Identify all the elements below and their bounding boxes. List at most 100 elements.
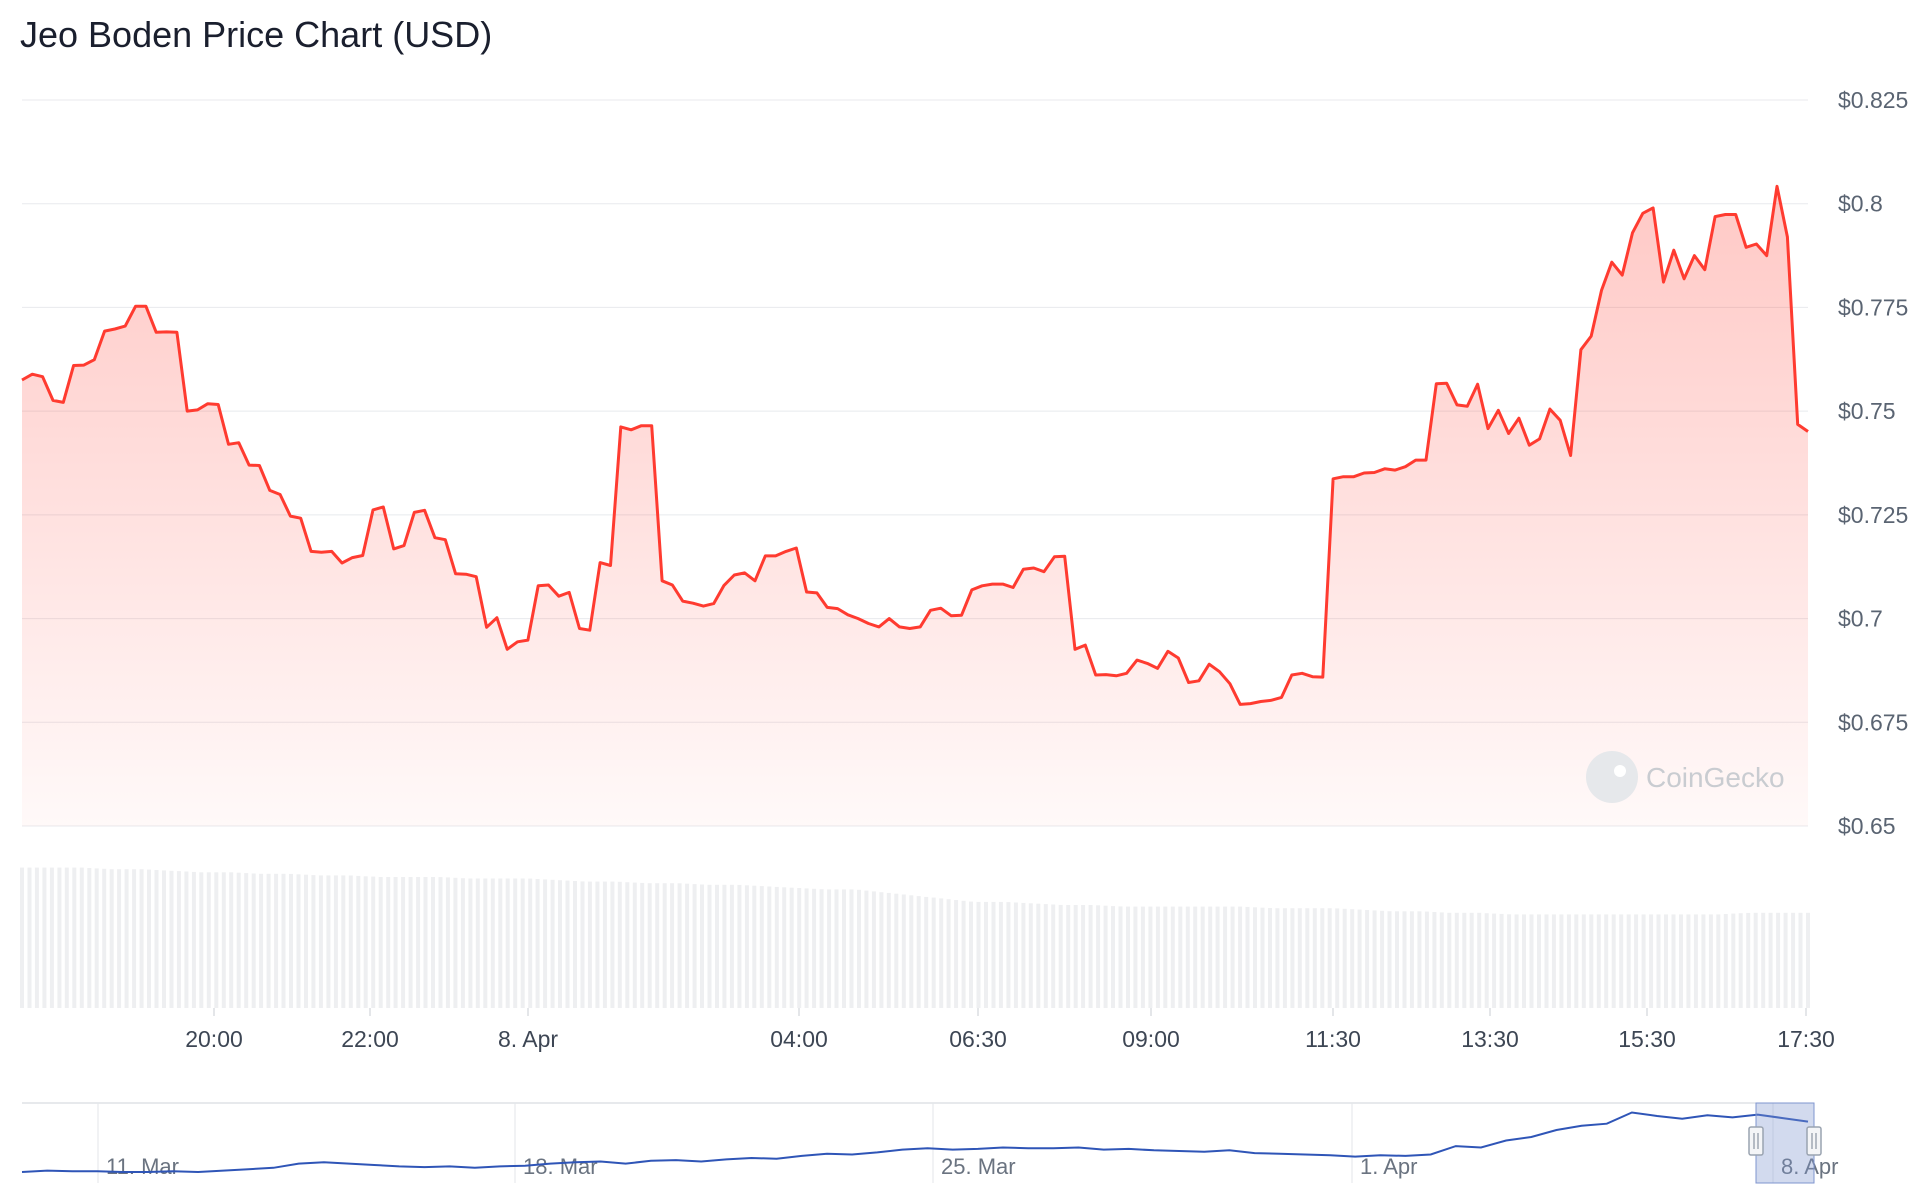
volume-bar [1312,908,1317,1008]
volume-bar [87,868,92,1008]
volume-bar [1656,914,1661,1008]
volume-bar [498,878,503,1008]
volume-bar [1006,902,1011,1008]
volume-bar [244,873,249,1008]
volume-bar [1096,905,1101,1008]
volume-bar [214,872,219,1008]
volume-bar [640,882,645,1008]
volume-bar [789,887,794,1008]
price-line[interactable] [21,184,1809,706]
volume-bar [685,883,690,1008]
volume-bar [1148,906,1153,1008]
volume-bar [969,901,973,1008]
price-area-fill [22,186,1808,827]
navigator-tick-label: 11. Mar [106,1154,179,1179]
volume-bar [468,878,473,1008]
volume-bar [199,872,204,1008]
range-navigator[interactable]: 11. Mar 18. Mar 25. Mar 1. Apr 8. Apr [21,1102,1838,1184]
volume-bar [132,869,137,1008]
volume-bar [1088,905,1093,1008]
volume-bar [580,881,585,1008]
volume-bar [1731,913,1736,1008]
volume-bar [1417,911,1422,1008]
volume-bar [602,881,607,1008]
volume-bar [662,883,667,1008]
volume-bar [1215,906,1220,1008]
volume-bar [408,877,413,1008]
volume-bar [1469,912,1474,1008]
volume-bar [1043,904,1048,1008]
volume-bar [1544,914,1549,1008]
navigator-handle-left[interactable] [1748,1126,1764,1156]
volume-bar [259,873,264,1008]
volume-bar [79,867,84,1008]
volume-bar [1230,906,1235,1008]
chart-title: Jeo Boden Price Chart (USD) [20,14,493,55]
volume-bar [1118,906,1123,1008]
volume-bar [251,873,256,1008]
volume-bar [1454,912,1459,1008]
volume-bar [984,901,988,1008]
volume-bar [976,901,981,1008]
volume-bar [304,874,308,1008]
volume-bar [864,890,869,1008]
volume-bar [692,884,697,1008]
y-tick-label: $0.825 [1838,87,1908,113]
volume-bar [1596,914,1601,1008]
navigator-handle-right[interactable] [1806,1126,1822,1156]
volume-bar [386,877,391,1008]
volume-bar [1559,914,1564,1008]
volume-bar [1200,906,1205,1008]
volume-bar [1424,911,1429,1008]
navigator-selection[interactable] [1755,1102,1815,1184]
volume-bar [931,897,936,1008]
volume-bar [1776,912,1781,1008]
volume-bar [617,881,622,1008]
volume-bar [453,877,458,1008]
volume-bar [1290,908,1295,1008]
volume-bar [573,881,577,1008]
volume-bar [1693,914,1698,1008]
volume-bar [1140,906,1145,1008]
volume-bar [1357,909,1362,1008]
volume-bar [834,889,839,1008]
volume-bar [1626,914,1631,1008]
volume-bar [886,892,891,1008]
volume-bar [49,867,54,1008]
volume-bar [1574,914,1579,1008]
volume-bar [954,900,959,1008]
volume-bar [1081,905,1086,1008]
volume-bar [961,900,966,1008]
volume-bar [1484,913,1489,1008]
x-axis: 20:00 22:00 8. Apr 04:00 06:30 09:00 11:30 13:3… [185,1008,1835,1052]
volume-bar [274,873,279,1008]
volume-bar [1193,906,1198,1008]
volume-bar [460,878,465,1008]
volume-bar [812,888,817,1008]
volume-bar [229,872,234,1008]
volume-bar [759,886,764,1008]
volume-bar [348,875,353,1008]
volume-bar [64,867,69,1008]
volume-bar [445,877,450,1008]
volume-bar [1253,907,1257,1008]
volume-bar [1335,908,1340,1008]
x-tick-label: 15:30 [1618,1026,1676,1052]
volume-bar [1768,912,1773,1008]
volume-bar [1679,914,1683,1008]
gecko-logo-icon [1586,751,1638,803]
volume-bar [20,867,24,1008]
volume-bar [1365,910,1370,1008]
volume-bar [647,883,652,1008]
volume-bar [1514,914,1519,1008]
navigator-tick-label: 1. Apr [1360,1154,1417,1179]
volume-bar [1664,914,1668,1008]
volume-bar [221,872,226,1008]
volume-bar [42,867,47,1008]
volume-bar [1051,904,1056,1008]
volume-bar [715,884,719,1008]
volume-bar [1507,914,1512,1008]
volume-bar [356,875,361,1008]
volume-bar [946,899,951,1008]
